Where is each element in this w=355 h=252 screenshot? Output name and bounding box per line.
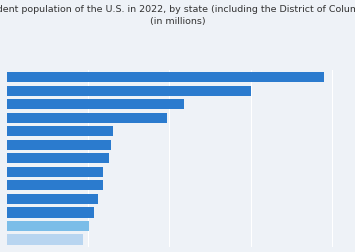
Bar (7, 113, 167, 123)
Bar (7, 100, 184, 110)
Bar (7, 154, 109, 164)
Bar (7, 73, 324, 83)
Bar (7, 140, 111, 150)
Bar (7, 86, 251, 97)
Bar (7, 235, 83, 245)
Bar (7, 208, 94, 218)
Bar (7, 127, 113, 137)
Bar (7, 181, 103, 191)
Bar (7, 167, 103, 177)
Bar (7, 194, 98, 204)
Text: Resident population of the U.S. in 2022, by state (including the District of Col: Resident population of the U.S. in 2022,… (0, 5, 355, 26)
Bar (7, 221, 89, 231)
